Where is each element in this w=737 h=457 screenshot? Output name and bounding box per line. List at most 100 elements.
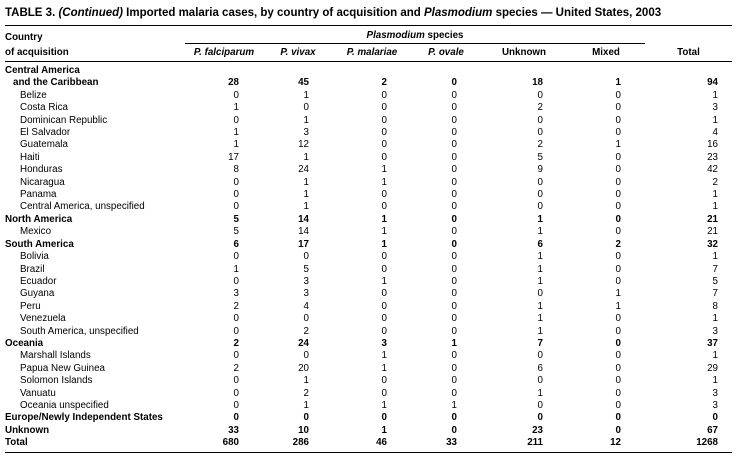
value-cell: 0 [537, 114, 543, 126]
country-label: Guyana [20, 288, 55, 300]
value-cell [567, 62, 645, 78]
value-cell [263, 62, 333, 78]
value-cell: 2 [233, 300, 239, 312]
value-cell: 32 [707, 238, 718, 250]
value-cell: 3 [303, 127, 309, 139]
value-cell: 1 [451, 337, 457, 349]
value-cell: 3 [712, 102, 718, 114]
value-cell: 0 [381, 313, 387, 325]
value-cell: 0 [381, 251, 387, 263]
value-cell: 0 [233, 201, 239, 213]
value-cell: 0 [451, 288, 457, 300]
value-cell: 0 [615, 226, 621, 238]
value-cell: 0 [303, 102, 309, 114]
value-cell: 1 [303, 89, 309, 101]
value-cell: 2 [233, 337, 239, 349]
country-label: Dominican Republic [20, 114, 108, 126]
value-cell: 94 [707, 77, 718, 89]
table-row: and the Caribbean 28 45 2 0 18 1 94 [5, 77, 732, 89]
country-label: Unknown [5, 424, 50, 436]
value-cell: 0 [381, 288, 387, 300]
country-label: Oceania [5, 337, 44, 349]
value-cell: 0 [233, 89, 239, 101]
value-cell: 0 [537, 375, 543, 387]
value-cell: 0 [303, 350, 309, 362]
table-row: Nicaragua 0 1 1 0 0 0 2 [5, 177, 732, 189]
value-cell: 37 [707, 337, 718, 349]
value-cell: 0 [451, 251, 457, 263]
value-cell: 3 [303, 288, 309, 300]
value-cell: 1 [303, 151, 309, 163]
table-row: Dominican Republic 0 1 0 0 0 0 1 [5, 115, 732, 127]
value-cell: 23 [707, 151, 718, 163]
value-cell: 0 [615, 263, 621, 275]
value-cell: 1 [537, 300, 543, 312]
value-cell: 1 [712, 350, 718, 362]
value-cell: 0 [615, 313, 621, 325]
value-cell: 2 [537, 139, 543, 151]
value-cell: 0 [615, 89, 621, 101]
country-label: Brazil [20, 263, 45, 275]
table-row: Panama 0 1 0 0 0 0 1 [5, 189, 732, 201]
value-cell: 1 [233, 139, 239, 151]
value-cell: 0 [451, 313, 457, 325]
value-cell: 0 [615, 275, 621, 287]
value-cell: 0 [381, 114, 387, 126]
table-row: Brazil 1 5 0 0 1 0 7 [5, 264, 732, 276]
value-cell: 0 [451, 189, 457, 201]
value-cell: 1 [303, 114, 309, 126]
value-cell: 0 [233, 189, 239, 201]
value-cell: 42 [707, 164, 718, 176]
value-cell: 0 [381, 151, 387, 163]
header-col-total: Total [645, 43, 732, 62]
country-label: Oceania unspecified [20, 399, 109, 411]
value-cell [411, 62, 481, 78]
value-cell: 0 [537, 399, 543, 411]
table-row: Vanuatu 0 2 0 0 1 0 3 [5, 388, 732, 400]
country-label: South America [5, 238, 74, 250]
value-cell: 0 [615, 399, 621, 411]
value-cell: 680 [185, 437, 263, 453]
value-cell: 1 [537, 213, 543, 225]
value-cell: 1 [712, 114, 718, 126]
value-cell: 17 [298, 238, 309, 250]
value-cell: 0 [451, 164, 457, 176]
value-cell: 5 [303, 263, 309, 275]
country-label: Ecuador [20, 275, 57, 287]
table-row: El Salvador 1 3 0 0 0 0 4 [5, 127, 732, 139]
header-total-spacer [645, 26, 732, 44]
table-row: Solomon Islands 0 1 0 0 0 0 1 [5, 375, 732, 387]
value-cell: 24 [298, 337, 309, 349]
value-cell: 0 [381, 375, 387, 387]
value-cell: 4 [303, 300, 309, 312]
value-cell: 0 [381, 387, 387, 399]
value-cell: 0 [451, 176, 457, 188]
value-cell: 2 [537, 102, 543, 114]
value-cell: 17 [228, 151, 239, 163]
table-row: Ecuador 0 3 1 0 1 0 5 [5, 276, 732, 288]
value-cell: 3 [233, 288, 239, 300]
value-cell: 2 [615, 238, 621, 250]
value-cell: 0 [233, 412, 239, 424]
value-cell: 0 [451, 300, 457, 312]
value-cell: 0 [451, 89, 457, 101]
value-cell: 1 [303, 189, 309, 201]
value-cell: 24 [298, 164, 309, 176]
table-row: South America, unspecified 0 2 0 0 1 0 3 [5, 326, 732, 338]
value-cell: 0 [615, 164, 621, 176]
value-cell: 0 [537, 189, 543, 201]
table-row: Bolivia 0 0 0 0 1 0 1 [5, 251, 732, 263]
value-cell: 1 [381, 350, 387, 362]
value-cell: 0 [233, 399, 239, 411]
country-label: Venezuela [20, 313, 66, 325]
value-cell: 23 [532, 424, 543, 436]
table-row: Central America [5, 62, 732, 78]
value-cell: 1 [381, 226, 387, 238]
value-cell: 5 [233, 213, 239, 225]
table-row: Oceania unspecified 0 1 1 1 0 0 3 [5, 400, 732, 412]
value-cell: 2 [712, 176, 718, 188]
value-cell: 1 [615, 77, 621, 89]
table-header: Country Plasmodium species of acquisitio… [5, 26, 732, 62]
value-cell: 18 [532, 77, 543, 89]
value-cell: 2 [303, 325, 309, 337]
